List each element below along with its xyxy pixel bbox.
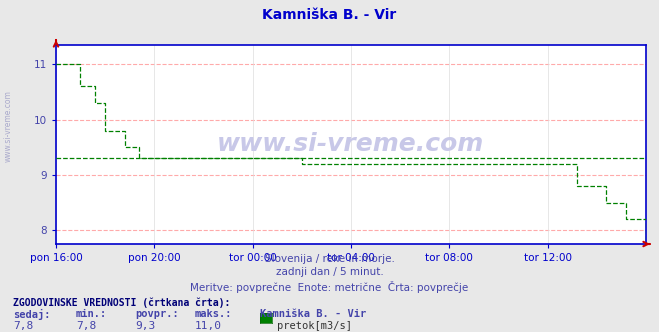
Text: Kamniška B. - Vir: Kamniška B. - Vir [260, 309, 366, 319]
Text: Meritve: povprečne  Enote: metrične  Črta: povprečje: Meritve: povprečne Enote: metrične Črta:… [190, 281, 469, 292]
Text: zadnji dan / 5 minut.: zadnji dan / 5 minut. [275, 267, 384, 277]
Text: ZGODOVINSKE VREDNOSTI (črtkana črta):: ZGODOVINSKE VREDNOSTI (črtkana črta): [13, 297, 231, 308]
Text: sedaj:: sedaj: [13, 309, 51, 320]
Text: 7,8: 7,8 [13, 321, 34, 331]
Text: 9,3: 9,3 [135, 321, 156, 331]
Text: Kamniška B. - Vir: Kamniška B. - Vir [262, 8, 397, 22]
Text: maks.:: maks.: [194, 309, 232, 319]
Text: min.:: min.: [76, 309, 107, 319]
Text: 11,0: 11,0 [194, 321, 221, 331]
Text: www.si-vreme.com: www.si-vreme.com [3, 90, 13, 162]
Text: Slovenija / reke in morje.: Slovenija / reke in morje. [264, 254, 395, 264]
Text: pretok[m3/s]: pretok[m3/s] [277, 321, 352, 331]
Text: povpr.:: povpr.: [135, 309, 179, 319]
Text: www.si-vreme.com: www.si-vreme.com [217, 132, 484, 156]
Text: 7,8: 7,8 [76, 321, 96, 331]
